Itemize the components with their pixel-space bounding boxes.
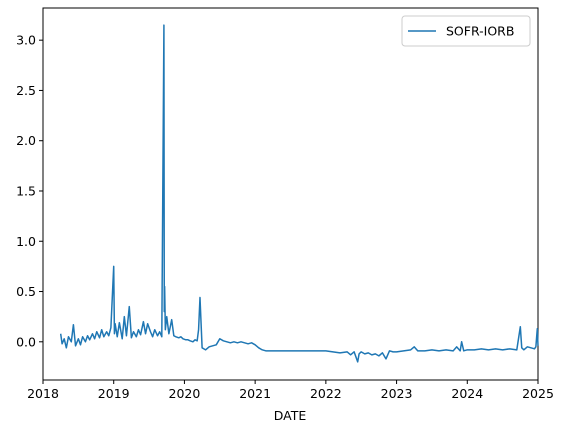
y-tick-label: 1.0 [16, 234, 36, 249]
y-axis-ticks: 0.0 0.5 1.0 1.5 2.0 2.5 3.0 [16, 33, 43, 349]
y-tick-label: 2.5 [16, 83, 36, 98]
axes-frame [42, 7, 539, 381]
legend-label: SOFR-IORB [446, 24, 514, 39]
x-axis-ticks: 2018 2019 2020 2021 2022 2023 2024 2025 [27, 380, 554, 401]
x-axis-label: DATE [274, 408, 307, 423]
y-tick-label: 2.0 [16, 133, 36, 148]
x-tick-label: 2018 [27, 386, 59, 401]
x-tick-label: 2019 [98, 386, 130, 401]
x-tick-label: 2025 [522, 386, 554, 401]
legend: SOFR-IORB [401, 15, 531, 47]
y-tick-label: 1.5 [16, 183, 36, 198]
series-layer [59, 24, 539, 363]
x-tick-label: 2024 [451, 386, 483, 401]
y-tick-label: 0.0 [16, 334, 36, 349]
x-tick-label: 2021 [239, 386, 271, 401]
x-tick-label: 2023 [381, 386, 413, 401]
x-tick-label: 2020 [169, 386, 201, 401]
plot-area: 2018 2019 2020 2021 2022 2023 2024 2025 0.0 0.5 1… [16, 7, 554, 401]
legend-box [401, 15, 531, 47]
y-tick-label: 3.0 [16, 33, 36, 48]
x-tick-label: 2022 [310, 386, 342, 401]
series-line-sofr-iorb [59, 24, 539, 363]
y-tick-label: 0.5 [16, 284, 36, 299]
